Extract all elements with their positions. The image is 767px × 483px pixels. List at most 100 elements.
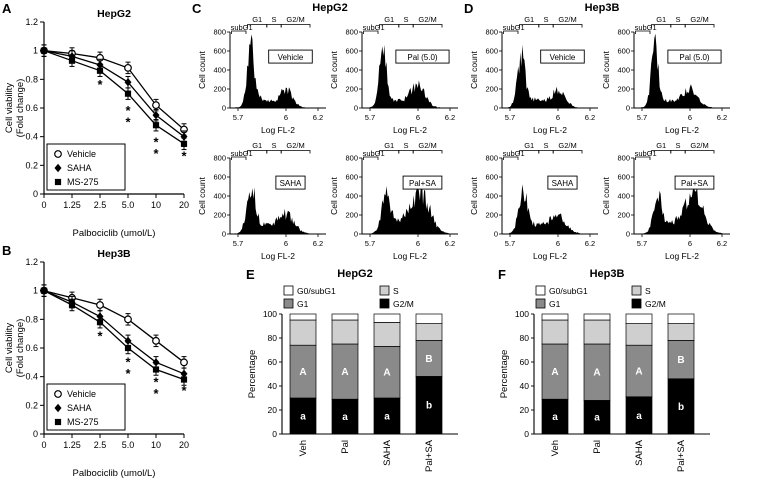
svg-text:*: * xyxy=(125,366,131,381)
svg-text:a: a xyxy=(384,412,390,423)
svg-text:400: 400 xyxy=(485,192,498,201)
svg-text:100: 100 xyxy=(515,309,529,319)
svg-text:5.7: 5.7 xyxy=(637,113,647,122)
svg-text:5.7: 5.7 xyxy=(233,113,243,122)
svg-text:S: S xyxy=(271,15,276,24)
svg-text:6.2: 6.2 xyxy=(313,113,323,122)
svg-text:200: 200 xyxy=(617,211,630,220)
svg-text:Vehicle: Vehicle xyxy=(278,53,304,62)
svg-text:*: * xyxy=(181,149,187,164)
flow-histogram-hep3b-palsa: 0 200 400 600 800 5.7 6 6.2 Log FL-2 Cell count G1… xyxy=(601,141,730,261)
svg-text:Percentage: Percentage xyxy=(499,350,510,399)
flow-histogram-hep3b-pal: 0 200 400 600 800 5.7 6 6.2 Log FL-2 Cell count G1… xyxy=(601,15,730,135)
svg-text:Palbociclib (umol/L): Palbociclib (umol/L) xyxy=(73,228,156,239)
svg-text:60: 60 xyxy=(520,357,530,367)
svg-text:a: a xyxy=(594,413,600,424)
svg-text:400: 400 xyxy=(213,66,226,75)
svg-text:6: 6 xyxy=(688,239,692,248)
svg-text:Pal+SA: Pal+SA xyxy=(676,439,687,472)
svg-text:Cell count: Cell count xyxy=(329,50,339,88)
svg-text:HepG2: HepG2 xyxy=(97,8,131,20)
svg-text:600: 600 xyxy=(345,47,358,56)
svg-text:G1: G1 xyxy=(297,299,309,309)
svg-text:*: * xyxy=(153,134,159,149)
svg-text:*: * xyxy=(97,329,103,344)
svg-text:Veh: Veh xyxy=(298,440,309,456)
svg-text:60: 60 xyxy=(268,357,278,367)
svg-text:0: 0 xyxy=(494,104,498,113)
svg-text:0.4: 0.4 xyxy=(25,372,38,382)
svg-text:0.8: 0.8 xyxy=(25,314,38,324)
svg-text:S: S xyxy=(675,141,680,150)
svg-text:Log FL-2: Log FL-2 xyxy=(533,251,567,261)
svg-text:400: 400 xyxy=(345,192,358,201)
svg-text:0: 0 xyxy=(33,189,38,199)
svg-text:200: 200 xyxy=(345,85,358,94)
svg-text:5.0: 5.0 xyxy=(122,440,135,450)
viability-line-chart-hepg2: 0 0.2 0.4 0.6 0.8 1 1.2 0 1.25 2.5 5.0 10 20 HepG2 Pal… xyxy=(4,8,189,239)
svg-text:S: S xyxy=(271,141,276,150)
viability-line-chart-hep3b: 0 0.2 0.4 0.6 0.8 1 1.2 0 1.25 2.5 5.0 10 20 Hep3B Pal… xyxy=(4,248,189,479)
svg-text:G1: G1 xyxy=(524,15,534,24)
svg-text:G2/M: G2/M xyxy=(645,299,666,309)
svg-text:Cell count: Cell count xyxy=(601,50,611,88)
svg-text:A: A xyxy=(635,367,642,378)
svg-text:0.4: 0.4 xyxy=(25,132,38,142)
svg-text:0: 0 xyxy=(494,230,498,239)
svg-text:0: 0 xyxy=(41,200,46,210)
svg-text:6.2: 6.2 xyxy=(717,239,727,248)
svg-text:40: 40 xyxy=(268,381,278,391)
svg-text:G1: G1 xyxy=(524,141,534,150)
svg-text:SAHA: SAHA xyxy=(382,439,393,466)
svg-text:G2/M: G2/M xyxy=(393,299,414,309)
svg-text:Log FL-2: Log FL-2 xyxy=(665,251,699,261)
svg-text:subG1: subG1 xyxy=(363,23,385,32)
svg-text:400: 400 xyxy=(485,66,498,75)
svg-text:b: b xyxy=(678,402,684,413)
svg-text:0.8: 0.8 xyxy=(25,74,38,84)
svg-text:a: a xyxy=(342,412,348,423)
svg-text:A: A xyxy=(341,367,348,378)
svg-text:6: 6 xyxy=(284,113,288,122)
svg-text:200: 200 xyxy=(485,211,498,220)
svg-text:Veh: Veh xyxy=(550,440,561,456)
svg-text:5.7: 5.7 xyxy=(505,113,515,122)
panel-c-title: HepG2 xyxy=(312,2,348,14)
svg-text:Pal+SA: Pal+SA xyxy=(409,179,437,188)
svg-text:G1: G1 xyxy=(549,299,561,309)
panel-e-title: HepG2 xyxy=(337,268,373,280)
svg-text:6: 6 xyxy=(556,239,560,248)
svg-text:0: 0 xyxy=(354,104,358,113)
svg-text:Cell viability: Cell viability xyxy=(4,83,15,133)
panel-d-title: Hep3B xyxy=(584,2,620,14)
svg-text:SAHA: SAHA xyxy=(280,179,302,188)
svg-text:0: 0 xyxy=(626,230,630,239)
svg-text:Cell count: Cell count xyxy=(601,176,611,214)
svg-text:G1: G1 xyxy=(384,15,394,24)
svg-text:400: 400 xyxy=(345,66,358,75)
svg-text:6.2: 6.2 xyxy=(313,239,323,248)
svg-text:800: 800 xyxy=(345,154,358,163)
svg-text:2.5: 2.5 xyxy=(94,440,107,450)
svg-text:1: 1 xyxy=(33,46,38,56)
svg-text:1.25: 1.25 xyxy=(63,440,81,450)
svg-text:600: 600 xyxy=(213,47,226,56)
svg-text:0: 0 xyxy=(33,429,38,439)
svg-text:SAHA: SAHA xyxy=(634,439,645,466)
svg-text:subG1: subG1 xyxy=(231,23,253,32)
panel-label-e: E xyxy=(246,267,255,282)
svg-text:Pal: Pal xyxy=(592,440,603,454)
svg-text:Cell count: Cell count xyxy=(469,176,479,214)
svg-text:A: A xyxy=(383,368,390,379)
svg-text:G2/M: G2/M xyxy=(558,141,576,150)
svg-text:6.2: 6.2 xyxy=(717,113,727,122)
svg-text:*: * xyxy=(97,77,103,92)
svg-text:0.2: 0.2 xyxy=(25,160,38,170)
svg-text:1: 1 xyxy=(33,286,38,296)
svg-text:A: A xyxy=(299,367,306,378)
svg-text:400: 400 xyxy=(617,192,630,201)
svg-text:subG1: subG1 xyxy=(231,149,253,158)
svg-text:Palbociclib (umol/L): Palbociclib (umol/L) xyxy=(73,468,156,479)
svg-text:subG1: subG1 xyxy=(363,149,385,158)
